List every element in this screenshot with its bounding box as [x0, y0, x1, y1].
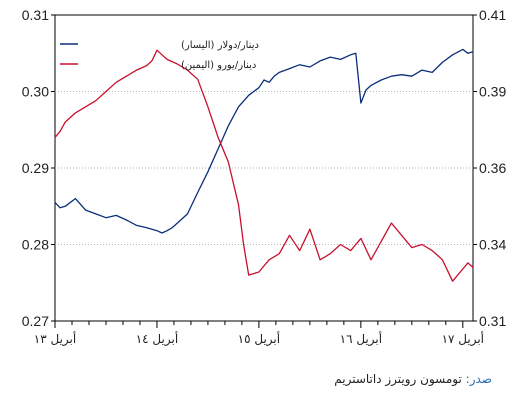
- right-tick-label: 0.34: [479, 237, 506, 253]
- left-tick-label: 0.27: [22, 313, 49, 329]
- series-line-1: [54, 48, 474, 234]
- right-axis: 0.31 0.34 0.36 0.39 0.41: [473, 7, 506, 329]
- grid: [55, 91, 473, 245]
- x-tick-label: أبريل ١٣: [34, 331, 76, 347]
- left-tick-label: 0.28: [22, 237, 49, 253]
- x-axis: أبريل ١٣ أبريل ١٤ أبريل ١٥ أبريل ١٦ أبريل ١٧: [34, 321, 484, 347]
- x-tick-label: أبريل ١٥: [238, 331, 280, 347]
- x-tick-label: أبريل ١٦: [340, 331, 382, 347]
- left-tick-label: 0.29: [22, 160, 49, 176]
- source-text: تومسون رويترز داتاستريم: [334, 372, 462, 386]
- right-tick-label: 0.39: [479, 84, 506, 100]
- source-note: صدر: تومسون رويترز داتاستريم: [0, 372, 492, 386]
- left-tick-label: 0.31: [22, 7, 49, 23]
- x-tick-label: أبريل ١٤: [136, 331, 178, 347]
- right-tick-label: 0.31: [479, 313, 506, 329]
- right-tick-label: 0.36: [479, 160, 506, 176]
- left-tick-label: 0.30: [22, 84, 49, 100]
- series-line-2: [54, 49, 474, 282]
- x-tick-label: أبريل ١٧: [442, 331, 484, 347]
- chart: 0.27 0.28 0.29 0.30 0.31 0.31 0.34 0.36 0.39 0.4…: [22, 7, 507, 347]
- legend-label: دينار/يورو (اليمين): [181, 60, 256, 71]
- legend: دينار/دولار (اليسار) دينار/يورو (اليمين): [60, 40, 259, 71]
- series-lines: [54, 48, 474, 282]
- right-tick-label: 0.41: [479, 7, 506, 23]
- left-axis: 0.27 0.28 0.29 0.30 0.31: [22, 7, 55, 329]
- plot-frame: [54, 14, 474, 322]
- source-label: صدر:: [465, 372, 492, 386]
- legend-label: دينار/دولار (اليسار): [181, 40, 259, 51]
